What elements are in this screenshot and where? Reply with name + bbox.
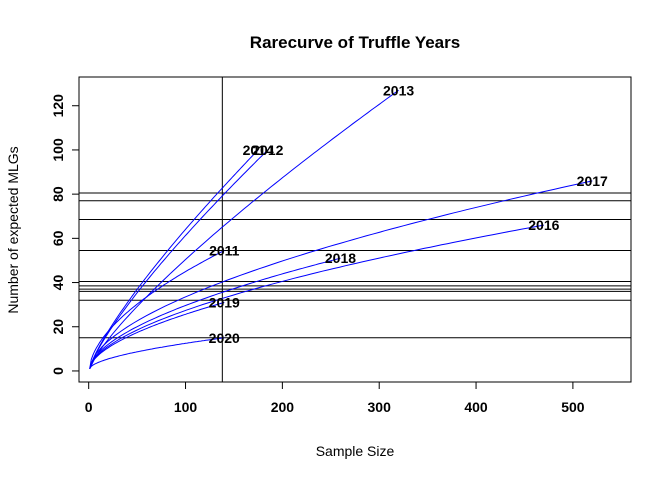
x-tick-label-400: 400 bbox=[464, 399, 488, 415]
curve-2019 bbox=[89, 301, 225, 369]
curve-label-2011: 2011 bbox=[209, 242, 240, 258]
curve-2012 bbox=[89, 149, 269, 369]
x-tick-label-200: 200 bbox=[271, 399, 295, 415]
chart-title: Rarecurve of Truffle Years bbox=[250, 33, 460, 52]
curve-label-2017: 2017 bbox=[577, 173, 608, 189]
y-tick-label-0: 0 bbox=[50, 367, 66, 375]
y-axis: 0 20 40 60 80 100 120 bbox=[50, 94, 80, 375]
y-tick-label-80: 80 bbox=[50, 186, 66, 202]
y-axis-label: Number of expected MLGs bbox=[5, 146, 21, 313]
x-tick-label-0: 0 bbox=[85, 399, 93, 415]
y-tick-label-100: 100 bbox=[50, 138, 66, 162]
curve-label-2019: 2019 bbox=[209, 294, 240, 310]
curve-2017 bbox=[89, 180, 593, 369]
rarefaction-curves bbox=[89, 89, 593, 369]
x-axis-label: Sample Size bbox=[316, 443, 395, 459]
x-tick-label-300: 300 bbox=[368, 399, 392, 415]
curve-2020 bbox=[89, 337, 225, 369]
y-tick-label-20: 20 bbox=[50, 319, 66, 335]
curve-labels: 2011 2012 2013 2014 2016 2017 2018 2019 2020 bbox=[209, 82, 608, 346]
curve-label-2012: 2012 bbox=[252, 142, 283, 158]
x-axis: 0 100 200 300 400 500 bbox=[85, 381, 585, 415]
curve-2018 bbox=[89, 257, 341, 369]
curve-label-2018: 2018 bbox=[325, 250, 356, 266]
curve-2014 bbox=[89, 149, 259, 369]
y-tick-label-120: 120 bbox=[50, 94, 66, 118]
x-tick-label-500: 500 bbox=[561, 399, 585, 415]
curve-2016 bbox=[89, 224, 544, 369]
curve-label-2016: 2016 bbox=[528, 217, 559, 233]
x-tick-label-100: 100 bbox=[174, 399, 198, 415]
curve-label-2013: 2013 bbox=[383, 82, 414, 98]
y-tick-label-60: 60 bbox=[50, 230, 66, 246]
y-tick-label-40: 40 bbox=[50, 275, 66, 291]
curve-2013 bbox=[89, 89, 399, 369]
curve-label-2020: 2020 bbox=[209, 330, 240, 346]
curve-label-2014: 2014 bbox=[243, 142, 274, 158]
